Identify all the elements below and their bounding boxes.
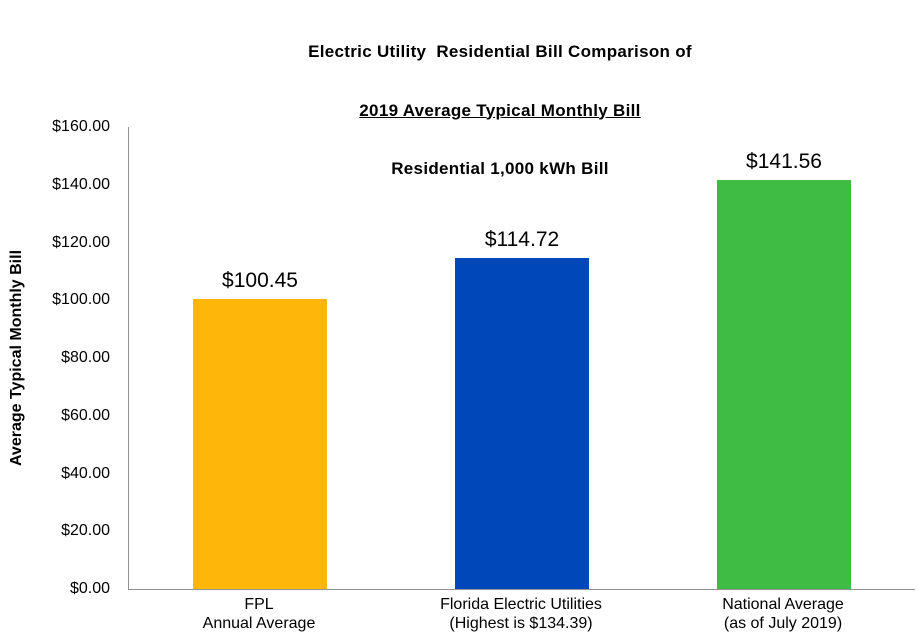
- category-label-line: Annual Average: [202, 615, 316, 632]
- category-label-line: (as of July 2019): [723, 615, 843, 632]
- category-label-line: Florida Electric Utilities: [440, 596, 602, 613]
- bar-value-label: $141.56: [746, 150, 822, 174]
- y-tick-label: $20.00: [61, 522, 110, 540]
- bar-slot: $141.56: [653, 127, 915, 589]
- category-label-line: (Highest is $134.39): [449, 615, 593, 632]
- y-tick-label: $140.00: [52, 175, 110, 193]
- y-tick-label: $160.00: [52, 118, 110, 135]
- y-tick-label: $120.00: [52, 233, 110, 251]
- y-tick-label: $40.00: [61, 464, 110, 482]
- y-tick-label: $100.00: [52, 291, 110, 309]
- bar: [455, 257, 589, 589]
- category-labels-row: FPL Annual Average Florida Electric Utilit…: [128, 595, 914, 633]
- bar-value-label: $100.45: [222, 268, 298, 292]
- category-label-line: National Average: [722, 596, 844, 613]
- y-tick-label: $80.00: [61, 349, 110, 366]
- bar: [717, 180, 851, 589]
- chart-title-line-3: Residential 1,000 kWh Bill: [391, 159, 609, 178]
- y-tick-label: $60.00: [61, 406, 110, 424]
- category-label: FPL Annual Average: [128, 595, 390, 633]
- chart-title-line-2: 2019 Average Typical Monthly Bill: [359, 100, 641, 120]
- bar-slot: $114.72: [391, 127, 653, 589]
- plot-area: $100.45 $114.72 $141.56: [128, 127, 915, 590]
- chart-title-line-1: Electric Utility Residential Bill Compar…: [308, 42, 692, 61]
- bar: [193, 298, 327, 589]
- bar-value-label: $114.72: [484, 227, 560, 251]
- category-label-line: FPL: [244, 596, 274, 613]
- category-label: National Average (as of July 2019): [652, 595, 914, 633]
- y-tick-label: $0.00: [69, 580, 110, 597]
- chart-title: Electric Utility Residential Bill Compar…: [308, 3, 692, 218]
- category-label: Florida Electric Utilities (Highest is $1…: [390, 595, 652, 633]
- bar-slot: $100.45: [129, 127, 391, 589]
